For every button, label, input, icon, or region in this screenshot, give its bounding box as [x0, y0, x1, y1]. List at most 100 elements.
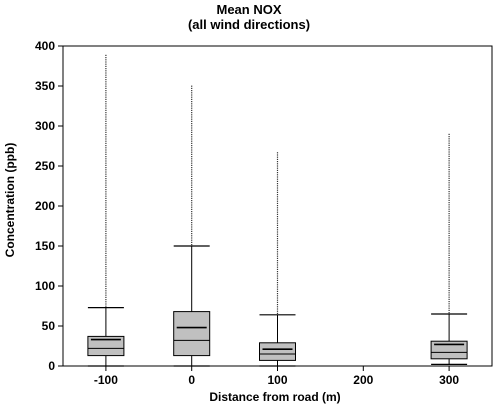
outlier-point: [105, 101, 107, 103]
outlier-point: [191, 134, 193, 136]
x-tick-label: 300: [439, 373, 459, 387]
outlier-point: [105, 277, 107, 279]
y-tick-label: 200: [35, 199, 55, 213]
outlier-point: [276, 293, 279, 295]
outlier-point: [191, 127, 193, 129]
outlier-point: [191, 244, 193, 246]
outlier-point: [105, 156, 107, 158]
iqr-box: [173, 311, 211, 357]
outlier-point: [448, 164, 450, 166]
outlier-point: [276, 158, 279, 160]
outlier-point: [191, 186, 193, 188]
outlier-point: [191, 239, 193, 241]
outlier-point: [191, 173, 193, 175]
outlier-point: [448, 303, 450, 305]
outlier-point: [105, 252, 107, 254]
outlier-point: [105, 244, 107, 246]
outlier-point: [448, 142, 450, 144]
outlier-point: [276, 255, 279, 257]
outlier-point: [105, 85, 107, 87]
outlier-point: [105, 59, 107, 61]
y-tick-label: 250: [35, 159, 55, 173]
outlier-point: [105, 290, 107, 292]
outlier-point: [276, 220, 279, 222]
outlier-point: [105, 131, 107, 133]
outlier-point: [105, 129, 107, 131]
outlier-point: [105, 303, 107, 305]
outlier-point: [191, 197, 193, 199]
y-tick-label: 0: [48, 359, 55, 373]
outlier-point: [191, 103, 193, 105]
outlier-point: [191, 158, 193, 160]
outlier-point: [191, 147, 193, 149]
outlier-point: [276, 299, 279, 301]
outlier-point: [448, 281, 450, 283]
outlier-point: [191, 217, 193, 219]
outlier-point: [448, 195, 450, 197]
outlier-point: [105, 79, 107, 81]
outlier-point: [448, 155, 450, 157]
outlier-point: [448, 206, 450, 208]
outlier-point: [105, 151, 107, 153]
outlier-point: [448, 272, 450, 274]
outlier-point: [276, 185, 279, 187]
outlier-point: [276, 233, 279, 235]
outlier-point: [105, 272, 107, 274]
outlier-point: [276, 290, 279, 292]
outlier-point: [105, 204, 107, 206]
outlier-point: [105, 257, 107, 259]
outlier-point: [448, 241, 450, 243]
outlier-point: [191, 118, 193, 120]
outlier-point: [448, 188, 450, 190]
outlier-point: [448, 199, 450, 201]
outlier-point: [105, 235, 107, 237]
outlier-point: [276, 172, 279, 174]
outlier-point: [448, 228, 450, 230]
outlier-point: [448, 210, 450, 212]
outlier-point: [105, 54, 107, 56]
y-tick-label: 400: [35, 39, 55, 53]
outlier-point: [448, 307, 450, 309]
outlier-point: [105, 94, 107, 96]
outlier-point: [276, 229, 279, 231]
outlier-point: [448, 235, 450, 237]
outlier-point: [105, 246, 107, 248]
outlier-point: [276, 231, 279, 233]
outlier-point: [276, 191, 279, 193]
outlier-point: [191, 129, 193, 131]
outlier-point: [448, 239, 450, 241]
outlier-point: [191, 211, 193, 213]
outlier-point: [448, 151, 450, 153]
outlier-point: [448, 173, 450, 175]
outlier-point: [105, 191, 107, 193]
outlier-point: [448, 312, 450, 314]
outlier-point: [105, 87, 107, 89]
outlier-point: [105, 261, 107, 263]
outlier-point: [105, 90, 107, 92]
outlier-point: [191, 107, 193, 109]
outlier-point: [448, 232, 450, 234]
outlier-point: [276, 288, 279, 290]
outlier-point: [276, 174, 279, 176]
outlier-point: [276, 235, 279, 237]
outlier-point: [191, 116, 193, 118]
outlier-point: [191, 92, 193, 94]
outlier-point: [276, 244, 279, 246]
outlier-point: [105, 169, 107, 171]
outlier-point: [191, 169, 193, 171]
outlier-point: [448, 158, 450, 160]
outlier-point: [191, 230, 193, 232]
outlier-point: [448, 257, 450, 259]
outlier-point: [276, 249, 279, 251]
outlier-point: [105, 153, 107, 155]
outlier-point: [276, 169, 279, 171]
outlier-point: [105, 81, 107, 83]
outlier-point: [105, 160, 107, 162]
outlier-point: [105, 178, 107, 180]
outlier-point: [105, 114, 107, 116]
outlier-point: [105, 299, 107, 301]
outlier-point: [105, 296, 107, 298]
outlier-point: [276, 242, 279, 244]
outlier-point: [191, 182, 193, 184]
outlier-point: [191, 114, 193, 116]
